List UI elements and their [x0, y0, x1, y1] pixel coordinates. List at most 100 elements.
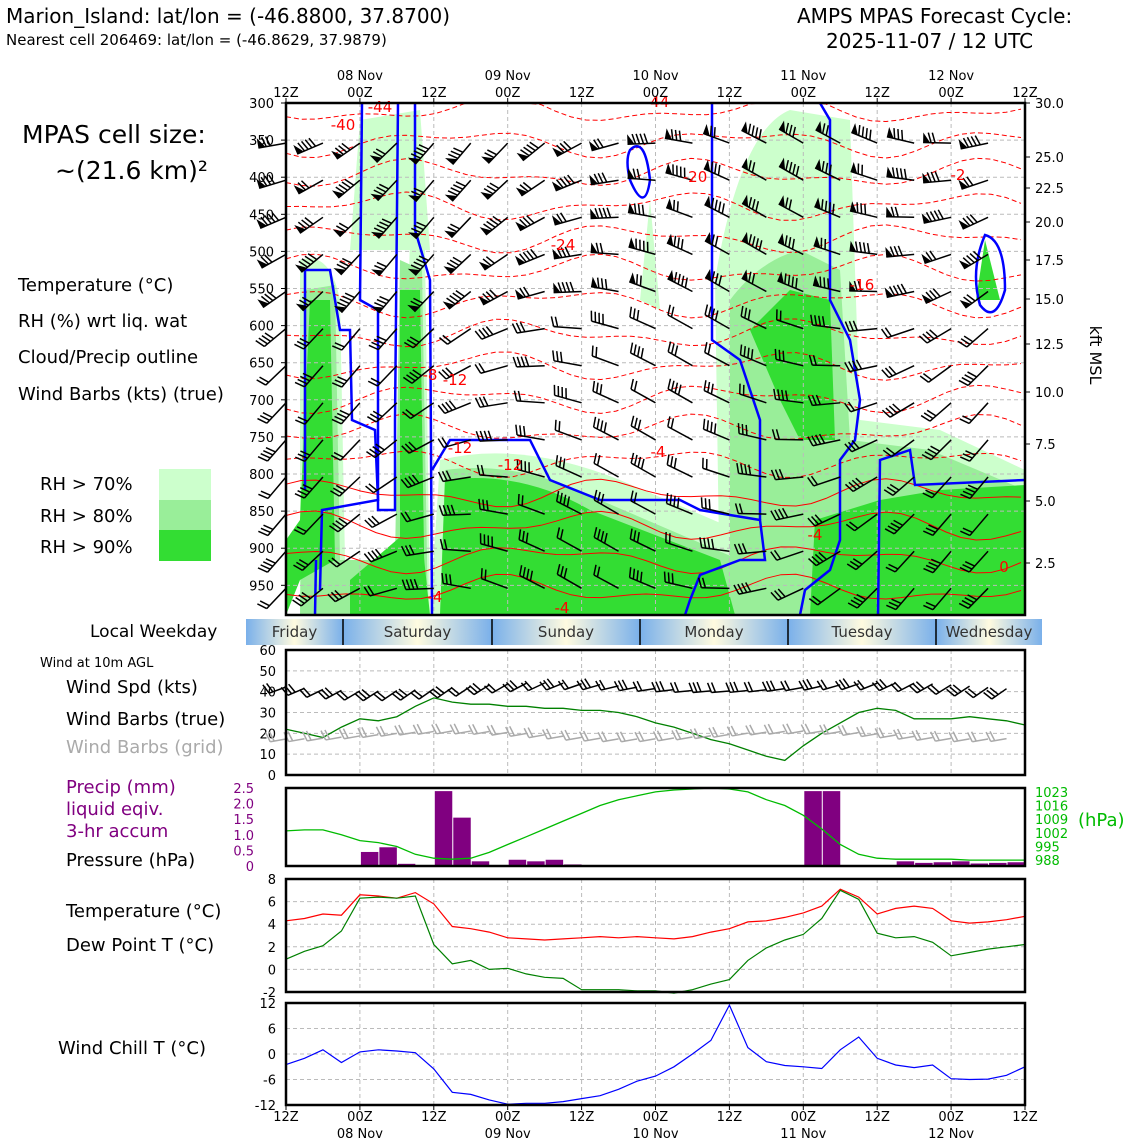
wind-barb-true	[268, 686, 287, 694]
wind-barb-feather	[707, 381, 711, 393]
wind-barb-feather	[925, 601, 936, 608]
wind-barb-feather	[366, 450, 376, 459]
wind-barb-grid	[731, 732, 749, 737]
wind-barb-feather	[555, 490, 560, 502]
wind-barb-flag	[515, 221, 527, 231]
wind-barb-feather	[556, 144, 565, 154]
wind-barb-flag	[849, 280, 857, 292]
wind-barb-feather	[788, 124, 793, 136]
wind-barb-true	[325, 689, 342, 700]
wind-barb-grid	[399, 731, 416, 736]
wind-barb-feather	[438, 337, 448, 345]
wind-barb-feather	[257, 567, 268, 573]
wind-barb	[448, 290, 472, 310]
wind-barb-flag	[849, 201, 857, 213]
wind-barb	[630, 425, 656, 441]
wind-barb-flag	[886, 127, 894, 139]
cell-size-value: ~(21.6 km)²	[55, 156, 208, 185]
wind-barb-true-feather	[266, 682, 274, 693]
wind-barb-feather	[331, 557, 341, 566]
wind-barb-feather	[815, 434, 822, 445]
wind-barb-feather	[555, 455, 559, 466]
wind-barb-feather	[810, 314, 814, 326]
wind-barb	[814, 513, 841, 527]
wind-barb-feather	[513, 390, 518, 402]
rh-legend-swatch	[159, 500, 211, 531]
wind-barb-feather	[747, 309, 751, 320]
wind-barb	[554, 216, 582, 226]
wind-barb-feather	[594, 208, 600, 219]
wind-barb	[338, 476, 361, 497]
wind-barb-feather	[636, 346, 641, 357]
wind-barb-feather	[711, 538, 715, 550]
wind-barb-feather	[370, 377, 381, 384]
wind-barb-feather	[633, 344, 637, 355]
wind-barb	[849, 364, 878, 373]
wind-barb-feather	[717, 201, 722, 212]
pressure-tick-label: 550	[249, 283, 274, 298]
wind-barb-true-feather	[373, 693, 383, 702]
wind-barb-flag	[741, 121, 748, 134]
wind-barb	[629, 576, 656, 590]
wind-barb-true-feather	[376, 691, 386, 700]
wind-barb-feather	[335, 186, 345, 194]
wind-barb-feather	[928, 524, 939, 530]
wind-barb	[926, 327, 952, 344]
wind-barb-flag	[923, 132, 931, 143]
wind-barb-feather	[888, 563, 899, 570]
wind-barb-feather	[744, 307, 748, 319]
wind-barb-feather	[847, 441, 857, 451]
wind-barb	[812, 439, 841, 447]
temp-ytick-label: 4	[268, 918, 276, 933]
wind-barb-grid-feather	[708, 727, 715, 738]
wind-barb-feather	[967, 484, 979, 490]
wind-barb	[667, 425, 693, 441]
wind-barb-feather	[896, 284, 904, 295]
wind-barb-feather	[771, 429, 777, 440]
wind-barb-feather	[482, 258, 492, 267]
wind-barb-feather	[482, 499, 485, 511]
wind-barb-grid-feather	[582, 730, 589, 741]
wind-barb-feather	[418, 255, 429, 262]
wind-barb-feather	[372, 151, 383, 158]
wind-barb-feather	[486, 500, 489, 511]
wind-barb-feather	[479, 430, 485, 442]
wind-barb-flag	[407, 157, 420, 165]
wind-barb-feather	[828, 202, 831, 213]
wind-barb-feather	[937, 209, 944, 220]
wind-barb-feather	[563, 140, 572, 150]
wind-barb-flag	[779, 120, 786, 133]
wind-barb-flag	[369, 155, 382, 163]
wind-barb-feather	[336, 412, 347, 419]
wind-barb-feather	[339, 298, 350, 305]
wind-ytick-label: 10	[259, 748, 276, 763]
wind-barb	[738, 512, 767, 515]
wind-barb-feather	[711, 234, 715, 245]
wind-barb-feather	[846, 563, 857, 571]
wind-barb-true	[879, 682, 896, 692]
isotherm-line	[285, 450, 1022, 479]
top-time-tick-label: 12Z	[1012, 86, 1038, 101]
wind-barb-true-feather	[688, 682, 694, 693]
wind-barb	[932, 587, 952, 611]
wind-barb-feather	[342, 295, 353, 302]
wind-barb-feather	[741, 423, 744, 435]
wind-barb-feather	[293, 528, 304, 536]
wind-ytick-label: 20	[259, 727, 276, 742]
wind-barb-grid-feather	[301, 731, 308, 742]
wind-barb-feather	[892, 403, 901, 412]
precip-bar	[508, 859, 527, 866]
wind-barb	[969, 439, 989, 462]
wind-barb-feather	[962, 217, 971, 227]
legend-windchill: Wind Chill T (°C)	[58, 1038, 206, 1059]
wind-barb-feather	[260, 564, 271, 570]
wind-barb-feather	[818, 433, 826, 444]
isotherm-label: -2	[951, 166, 966, 184]
wind-barb-feather	[890, 522, 901, 529]
wind-barb-feather	[264, 332, 275, 340]
wind-barb-feather	[519, 287, 527, 298]
rh-shading-region	[350, 110, 430, 250]
wind-barb-feather	[674, 382, 679, 394]
wind-barb-true-feather	[946, 688, 956, 697]
wind-barb-grid	[898, 735, 915, 740]
